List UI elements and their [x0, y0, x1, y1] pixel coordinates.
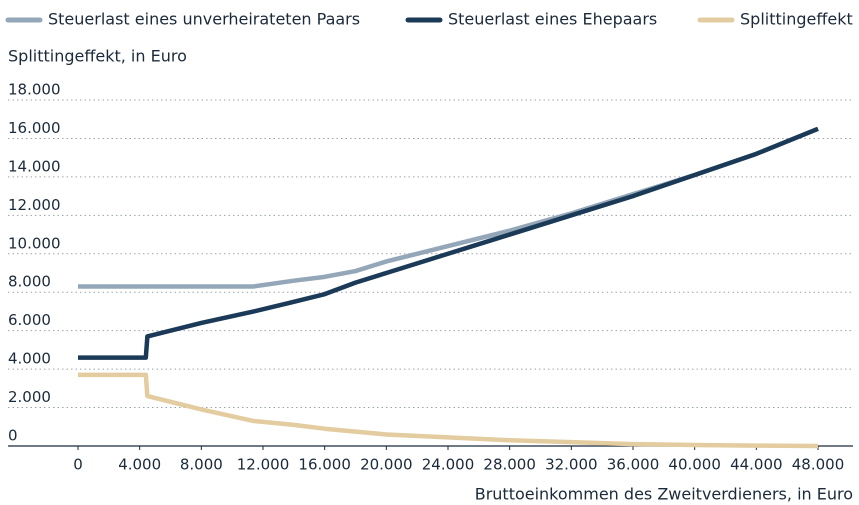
x-tick-label: 4.000: [118, 456, 161, 474]
y-axis-label: Splittingeffekt, in Euro: [8, 47, 187, 66]
y-tick-label: 0: [8, 427, 18, 445]
x-tick-label: 8.000: [180, 456, 223, 474]
legend-label: Steuerlast eines Ehepaars: [448, 10, 657, 29]
y-tick-label: 6.000: [8, 311, 51, 329]
series-line: [78, 126, 819, 360]
y-tick-label: 4.000: [8, 350, 51, 368]
x-tick-label: 20.000: [360, 456, 413, 474]
x-tick-label: 28.000: [483, 456, 536, 474]
x-tick-label: 0: [73, 456, 83, 474]
x-tick-label: 32.000: [545, 456, 598, 474]
x-tick-label: 16.000: [298, 456, 351, 474]
y-tick-label: 10.000: [8, 234, 61, 252]
y-tick-label: 14.000: [8, 157, 61, 175]
series-line: [78, 126, 819, 289]
y-tick-label: 18.000: [8, 81, 61, 99]
y-tick-label: 16.000: [8, 119, 61, 137]
x-tick-label: 48.000: [792, 456, 845, 474]
x-tick-label: 24.000: [422, 456, 475, 474]
series-line: [78, 372, 819, 449]
y-tick-label: 2.000: [8, 388, 51, 406]
legend-label: Steuerlast eines unverheirateten Paars: [48, 10, 360, 29]
x-tick-label: 44.000: [730, 456, 783, 474]
x-axis-label: Bruttoeinkommen des Zweitverdieners, in …: [475, 485, 853, 504]
y-tick-label: 8.000: [8, 273, 51, 291]
x-tick-label: 40.000: [668, 456, 721, 474]
legend-label: Splittingeffekt: [740, 10, 853, 29]
x-tick-label: 36.000: [607, 456, 660, 474]
x-tick-label: 12.000: [237, 456, 290, 474]
y-tick-label: 12.000: [8, 196, 61, 214]
